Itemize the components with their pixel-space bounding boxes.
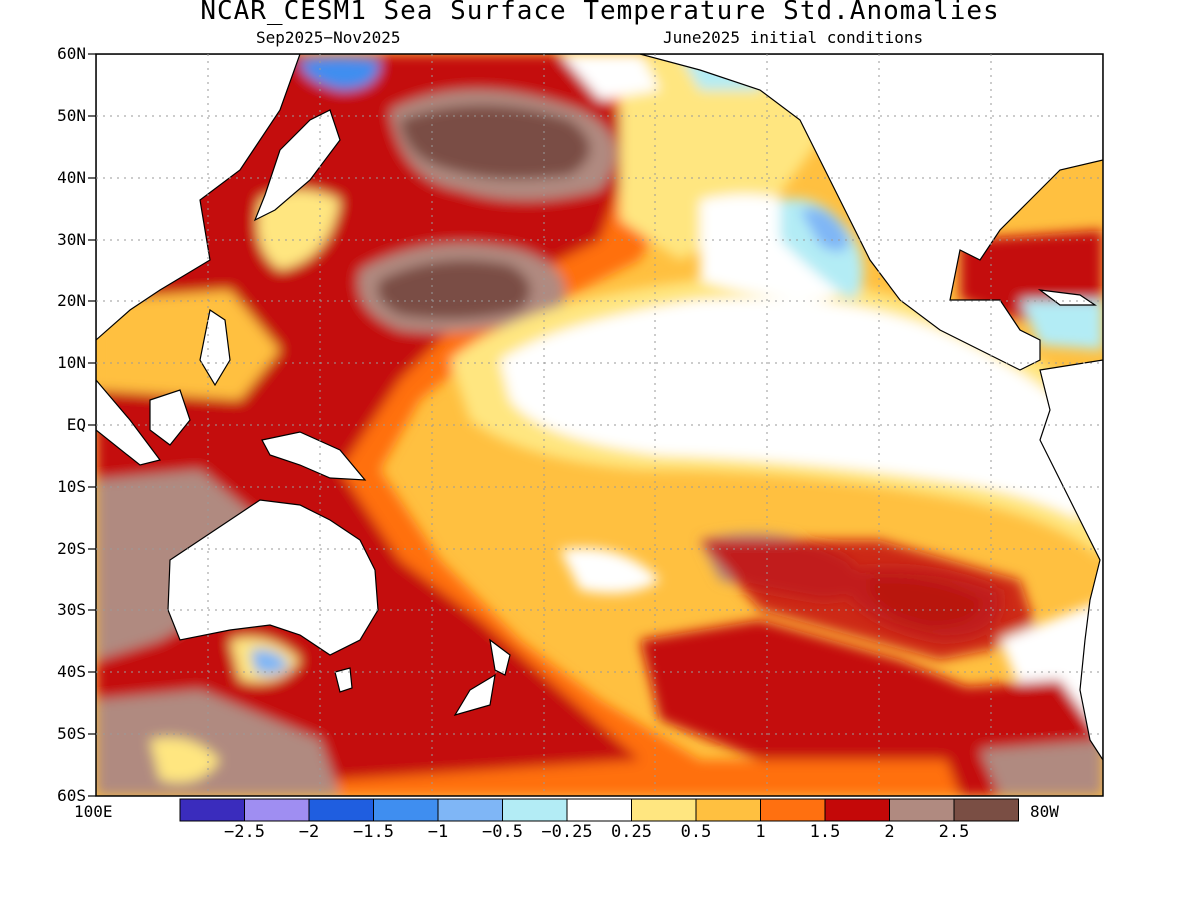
map-title: NCAR_CESM1 Sea Surface Temperature Std.A… bbox=[200, 0, 1000, 26]
lat-label-60s: 60S bbox=[57, 786, 86, 805]
colorbar-swatch bbox=[631, 798, 697, 822]
colorbar-swatch bbox=[953, 798, 1019, 822]
lat-label-30s: 30S bbox=[57, 600, 86, 619]
colorbar-swatch bbox=[889, 798, 955, 822]
colorbar-tick-label: −1 bbox=[427, 822, 449, 842]
lon-label-right: 80W bbox=[1030, 802, 1059, 821]
lat-label-50n: 50N bbox=[57, 106, 86, 125]
colorbar-swatch bbox=[502, 798, 568, 822]
coastlines bbox=[96, 54, 1103, 762]
lat-label-20s: 20S bbox=[57, 539, 86, 558]
initial-conditions: June2025 initial conditions bbox=[663, 28, 924, 47]
colorbar-swatch bbox=[824, 798, 890, 822]
lat-label-50s: 50S bbox=[57, 724, 86, 743]
colorbar-swatch bbox=[437, 798, 503, 822]
colorbar-tick-label: 1 bbox=[755, 822, 766, 842]
colorbar-swatch bbox=[244, 798, 310, 822]
colorbar-tick-label: −2 bbox=[298, 822, 320, 842]
forecast-period: Sep2025−Nov2025 bbox=[256, 28, 401, 47]
lon-label-left: 100E bbox=[74, 802, 113, 821]
colorbar-swatch bbox=[695, 798, 761, 822]
colorbar-tick-label: 0.25 bbox=[611, 822, 652, 842]
colorbar-swatch bbox=[179, 798, 245, 822]
colorbar-swatch bbox=[566, 798, 632, 822]
colorbar-swatch bbox=[760, 798, 826, 822]
lat-label-10s: 10S bbox=[57, 477, 86, 496]
lat-label-eq: EQ bbox=[66, 415, 86, 434]
colorbar bbox=[179, 798, 1019, 822]
colorbar-tick-label: 0.5 bbox=[680, 822, 712, 842]
colorbar-tick-label: 1.5 bbox=[809, 822, 841, 842]
lat-label-60n: 60N bbox=[57, 44, 86, 63]
colorbar-tick-label: 2 bbox=[884, 822, 895, 842]
lat-label-40n: 40N bbox=[57, 168, 86, 187]
lat-label-10n: 10N bbox=[57, 353, 86, 372]
colorbar-tick-label: −0.25 bbox=[541, 822, 593, 842]
colorbar-tick-label: −0.5 bbox=[482, 822, 523, 842]
colorbar-tick-label: −1.5 bbox=[353, 822, 394, 842]
colorbar-swatch bbox=[373, 798, 439, 822]
colorbar-tick-label: −2.5 bbox=[224, 822, 265, 842]
lat-label-40s: 40S bbox=[57, 662, 86, 681]
colorbar-swatch bbox=[308, 798, 374, 822]
grid-lines bbox=[96, 54, 1103, 796]
lat-label-30n: 30N bbox=[57, 230, 86, 249]
colorbar-tick-label: 2.5 bbox=[938, 822, 970, 842]
anomaly-field bbox=[96, 54, 1103, 796]
lat-label-20n: 20N bbox=[57, 291, 86, 310]
